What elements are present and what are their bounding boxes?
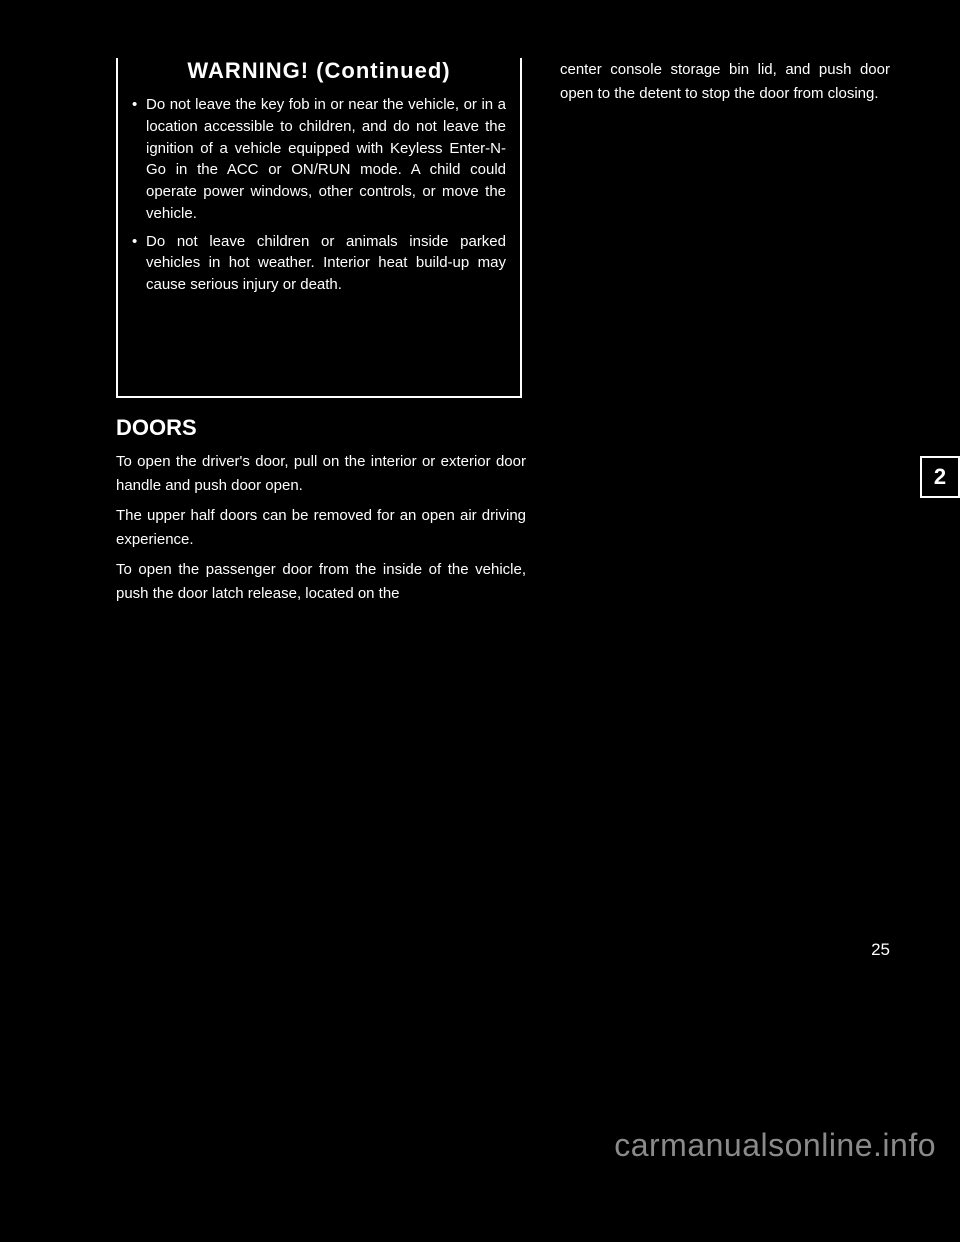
- paragraph: center console storage bin lid, and push…: [560, 58, 890, 106]
- section-title: DOORS: [116, 415, 197, 441]
- paragraph: To open the driver's door, pull on the i…: [116, 450, 526, 498]
- paragraph: To open the passenger door from the insi…: [116, 558, 526, 606]
- column-2: center console storage bin lid, and push…: [560, 58, 890, 112]
- warning-item-text: Do not leave the key fob in or near the …: [146, 94, 506, 225]
- bullet-icon: •: [132, 231, 146, 296]
- page-number: 25: [871, 940, 890, 960]
- warning-item: • Do not leave the key fob in or near th…: [132, 94, 506, 225]
- bullet-icon: •: [132, 94, 146, 225]
- warning-box: WARNING! (Continued) • Do not leave the …: [116, 58, 522, 398]
- warning-title: WARNING! (Continued): [132, 58, 506, 84]
- chapter-tab: 2: [920, 456, 960, 498]
- watermark: carmanualsonline.info: [614, 1127, 936, 1164]
- body-text: To open the driver's door, pull on the i…: [116, 450, 526, 612]
- paragraph: The upper half doors can be removed for …: [116, 504, 526, 552]
- warning-item-text: Do not leave children or animals inside …: [146, 231, 506, 296]
- warning-item: • Do not leave children or animals insid…: [132, 231, 506, 296]
